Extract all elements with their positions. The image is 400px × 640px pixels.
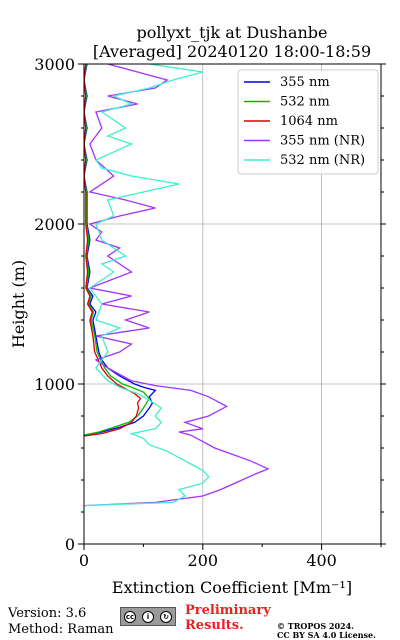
y-tick-label: 3000 xyxy=(34,55,75,74)
version-text: Version: 3.6 xyxy=(8,606,87,621)
y-tick-label: 0 xyxy=(65,535,75,554)
legend-label: 532 nm xyxy=(280,95,330,110)
method-text: Method: Raman xyxy=(8,622,114,637)
share-alike-icon: ↻ xyxy=(160,610,172,623)
y-axis-label: Height (m) xyxy=(9,260,28,348)
cc-icon: cc xyxy=(124,610,136,623)
x-tick-label: 200 xyxy=(188,551,219,570)
y-tick-label: 1000 xyxy=(34,375,75,394)
chart-subtitle: [Averaged] 20240120 18:00-18:59 xyxy=(93,42,371,61)
results-label: Results. xyxy=(185,618,244,633)
legend-label: 532 nm (NR) xyxy=(280,153,365,168)
legend-label: 355 nm (NR) xyxy=(280,134,365,149)
series-line-3 xyxy=(84,64,270,507)
license-text: CC BY SA 4.0 License. xyxy=(277,630,376,640)
x-tick-label: 0 xyxy=(79,551,89,570)
legend-label: 1064 nm xyxy=(280,114,338,129)
x-tick-label: 400 xyxy=(306,551,337,570)
legend-box xyxy=(237,69,379,175)
series-line-4 xyxy=(84,64,210,507)
series-line-2 xyxy=(84,64,142,437)
copyright-text: © TROPOS 2024. xyxy=(277,621,354,631)
series-layer xyxy=(84,64,270,507)
preliminary-label: Preliminary xyxy=(185,603,271,618)
legend-label: 355 nm xyxy=(280,75,330,90)
x-axis-label: Extinction Coefficient [Mm⁻¹] xyxy=(112,578,352,597)
attribution-icon: i xyxy=(142,610,154,623)
chart-title: pollyxt_tjk at Dushanbe xyxy=(136,23,327,42)
y-tick-label: 2000 xyxy=(34,215,75,234)
cc-license-badge: cc i ↻ xyxy=(120,607,176,626)
plot-frame xyxy=(83,63,382,545)
legend: 355 nm 532 nm 1064 nm 355 nm (NR) 532 nm (NR… xyxy=(237,69,379,175)
axis-ticks: 0 200 400 0 1000 2000 3000 xyxy=(34,55,386,570)
series-line-0 xyxy=(84,64,157,436)
